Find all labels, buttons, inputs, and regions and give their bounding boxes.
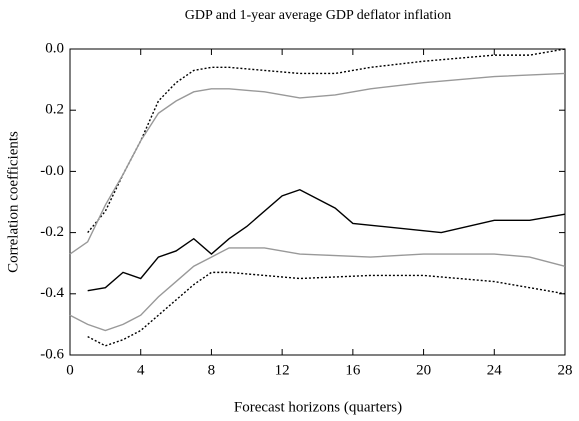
y-axis-label: Correlation coefficients: [5, 131, 21, 273]
x-tick-label: 28: [558, 362, 573, 378]
y-tick-label: -0.6: [40, 346, 64, 362]
y-tick-label: 0.2: [45, 102, 64, 118]
series-line: [87, 271, 566, 347]
x-tick-label: 24: [487, 362, 503, 378]
y-tick-label: -0.2: [40, 224, 64, 240]
x-tick-label: 12: [275, 362, 290, 378]
x-tick-label: 20: [416, 362, 431, 378]
x-tick-label: 16: [345, 362, 361, 378]
y-tick-label: -0.4: [40, 285, 64, 301]
y-tick-label: -0.0: [40, 163, 64, 179]
x-tick-label: 0: [66, 362, 74, 378]
series-line: [69, 72, 566, 255]
series-line: [69, 247, 566, 332]
x-axis-label: Forecast horizons (quarters): [234, 399, 402, 415]
x-tick-label: 4: [137, 362, 145, 378]
series-line: [87, 189, 566, 292]
x-tick-label: 8: [208, 362, 216, 378]
y-tick-label: 0.0: [45, 40, 64, 56]
plot-frame: [69, 48, 566, 356]
chart-title: GDP and 1-year average GDP deflator infl…: [185, 8, 451, 23]
